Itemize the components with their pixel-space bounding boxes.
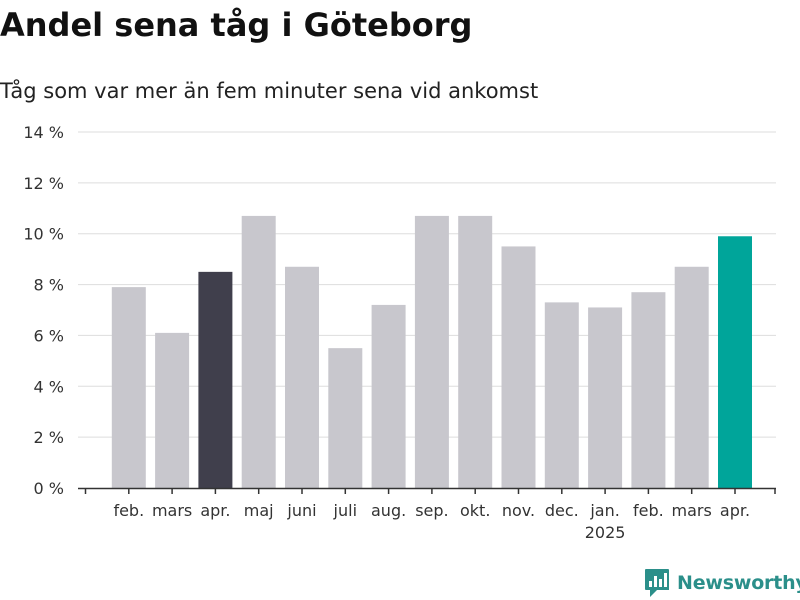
x-tick-label: maj	[244, 501, 274, 520]
x-tick-label: apr.	[720, 501, 750, 520]
bar	[241, 215, 276, 488]
y-tick-label: 14 %	[23, 123, 64, 142]
bar	[501, 246, 536, 488]
x-tick-label: jan.	[589, 501, 619, 520]
x-tick-label: nov.	[502, 501, 535, 520]
x-tick-label: okt.	[460, 501, 490, 520]
bar	[544, 302, 579, 488]
x-tick-label: mars	[152, 501, 192, 520]
chart-title: Andel sena tåg i Göteborg	[0, 6, 473, 44]
bar	[155, 332, 190, 488]
x-tick-label: feb.	[633, 501, 664, 520]
bar	[371, 304, 406, 488]
y-tick-label: 2 %	[34, 428, 64, 447]
bar	[458, 215, 493, 488]
newsworthy-logo-icon	[645, 569, 669, 597]
x-tick-label: apr.	[200, 501, 230, 520]
bar	[414, 215, 449, 488]
y-tick-label: 8 %	[34, 276, 64, 295]
x-tick-label: aug.	[371, 501, 406, 520]
y-tick-label: 12 %	[23, 174, 64, 193]
x-tick-label: sep.	[415, 501, 448, 520]
y-tick-label: 4 %	[34, 377, 64, 396]
bar	[111, 287, 146, 488]
x-tick-label: juli	[333, 501, 357, 520]
x-tick-label: mars	[672, 501, 712, 520]
logo-text: Newsworthy	[677, 572, 800, 594]
bar	[588, 307, 623, 488]
y-tick-label: 10 %	[23, 225, 64, 244]
bar	[674, 266, 709, 488]
bar	[328, 348, 363, 488]
x-tick-label: juni	[286, 501, 316, 520]
bar	[285, 266, 319, 488]
bar	[718, 236, 752, 488]
x-year-label: 2025	[585, 523, 626, 542]
newsworthy-logo: Newsworthy	[644, 568, 800, 598]
x-tick-label: feb.	[113, 501, 144, 520]
y-tick-label: 6 %	[34, 326, 64, 345]
y-tick-label: 0 %	[34, 479, 64, 498]
bar	[198, 271, 233, 488]
chart-subtitle: Tåg som var mer än fem minuter sena vid …	[0, 79, 539, 103]
x-tick-label: dec.	[545, 501, 579, 520]
bar	[631, 292, 666, 488]
